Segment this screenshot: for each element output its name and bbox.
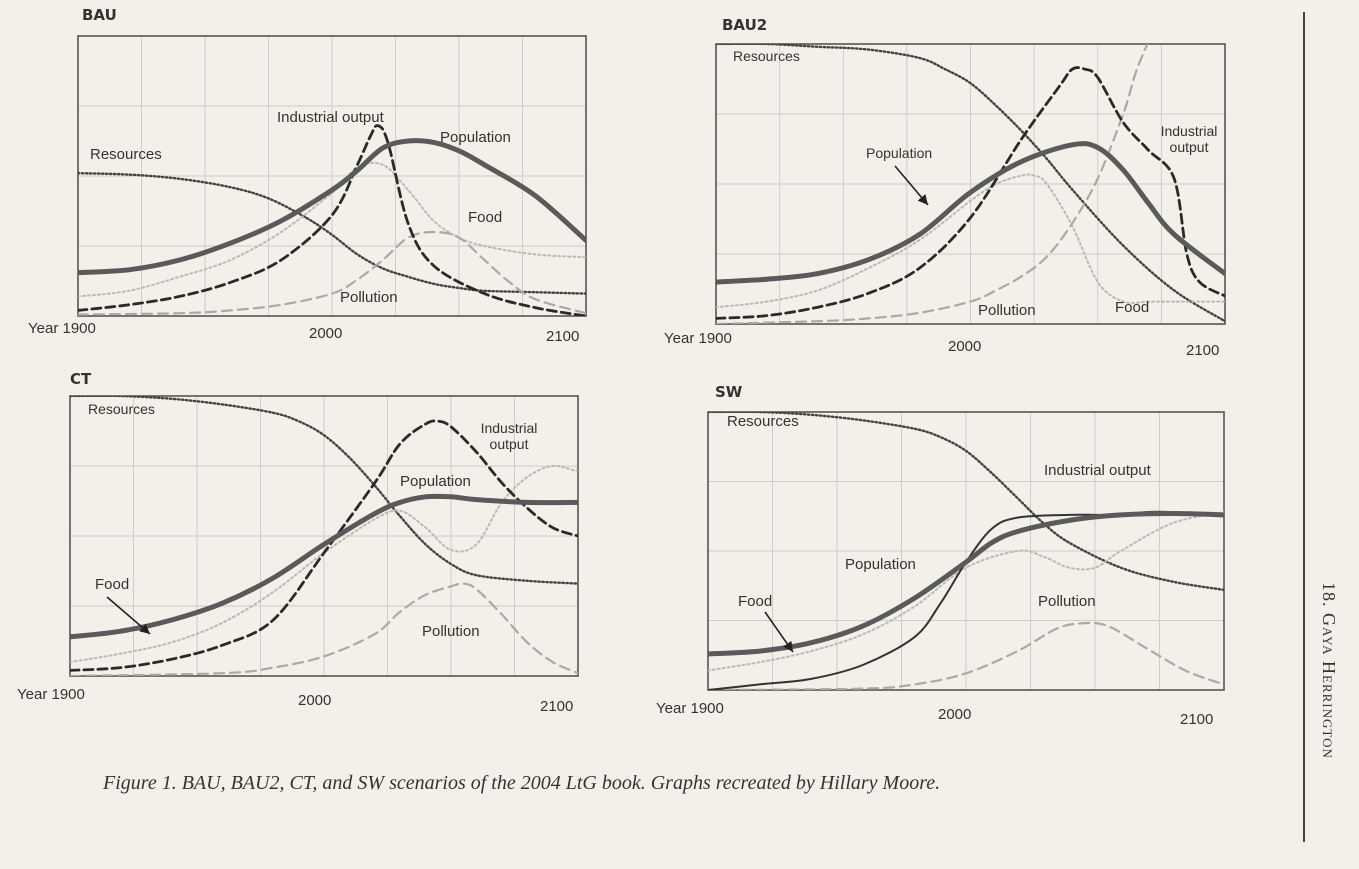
label-resources: Resources — [90, 146, 162, 163]
x-tick-label: 2100 — [540, 698, 574, 715]
label-resources: Resources — [727, 413, 799, 430]
chart-title: BAU2 — [722, 16, 768, 34]
series-line-pollution — [70, 582, 578, 676]
series-line-resources — [70, 396, 578, 585]
series-line-food — [708, 511, 1224, 672]
label-pollution: Pollution — [422, 623, 480, 640]
series-line-pollution — [78, 230, 586, 316]
x-tick-label: 2100 — [1186, 342, 1220, 359]
x-tick-label: 2000 — [948, 338, 982, 355]
label-food: Food — [95, 576, 130, 593]
series-line-industrial-output — [716, 66, 1225, 320]
x-tick-label: 2100 — [1180, 711, 1214, 728]
chart-title: CT — [70, 370, 92, 388]
x-tick-label: Year 1900 — [17, 686, 85, 703]
label-food: Food — [1115, 299, 1150, 316]
running-head: 18. Gaya Herrington — [1319, 582, 1339, 759]
chart-title: SW — [715, 383, 743, 401]
annotation-arrowhead — [783, 640, 793, 652]
label-pollution: Pollution — [340, 289, 398, 306]
label-industrial-output: Industrial output — [1160, 123, 1218, 155]
x-tick-label: Year 1900 — [664, 330, 732, 347]
series-line-population — [708, 511, 1224, 657]
chart-title: BAU — [82, 6, 117, 24]
label-resources: Resources — [88, 401, 155, 417]
plot-frame — [77, 35, 587, 317]
label-pollution: Pollution — [978, 302, 1036, 319]
annotation-arrowhead — [917, 194, 928, 205]
series-line-population — [716, 141, 1225, 285]
label-industrial-output: Industrial output — [480, 420, 538, 452]
x-tick-label: Year 1900 — [656, 700, 724, 717]
label-food: Food — [738, 593, 773, 610]
series-line-pollution — [716, 44, 1149, 324]
annotation-arrowhead — [139, 623, 150, 634]
label-industrial-output: Industrial output — [277, 109, 384, 126]
figure-caption: Figure 1. BAU, BAU2, CT, and SW scenario… — [103, 772, 941, 794]
series-line-resources — [78, 172, 586, 295]
label-population: Population — [400, 473, 471, 490]
label-resources: Resources — [733, 48, 800, 64]
x-tick-label: 2000 — [298, 692, 332, 709]
series-line-industrial-output — [78, 124, 586, 316]
series-line-population — [78, 138, 586, 276]
series-line-food — [716, 173, 1225, 309]
x-tick-label: 2000 — [938, 706, 972, 723]
plot-frame — [707, 411, 1225, 691]
series-line-food — [70, 464, 578, 663]
label-population: Population — [440, 129, 511, 146]
series-line-population — [70, 493, 578, 640]
x-tick-label: 2000 — [309, 325, 343, 342]
label-population: Population — [866, 145, 933, 161]
label-food: Food — [468, 209, 503, 226]
grid — [716, 44, 1225, 324]
x-tick-label: Year 1900 — [28, 320, 96, 337]
label-industrial-output: Industrial output — [1044, 462, 1151, 479]
page-margin-rule — [1303, 12, 1305, 842]
label-pollution: Pollution — [1038, 593, 1096, 610]
label-population: Population — [845, 556, 916, 573]
series-line-industrial-output — [70, 419, 578, 672]
plot-frame — [715, 43, 1226, 325]
series-line-pollution — [708, 621, 1224, 690]
series-line-resources — [708, 412, 1224, 592]
series-line-resources — [716, 44, 1225, 323]
x-tick-label: 2100 — [546, 328, 580, 345]
